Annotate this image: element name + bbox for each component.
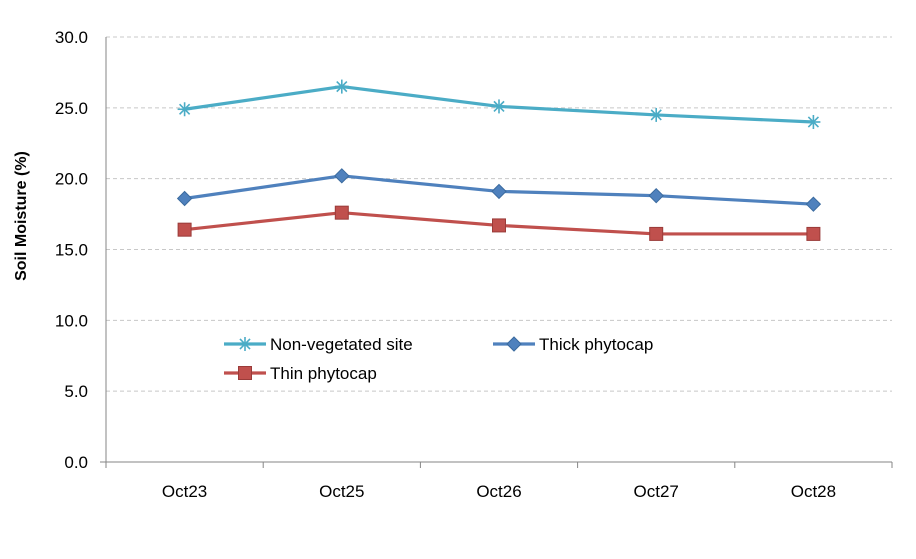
legend-item: Non-vegetated site xyxy=(224,335,413,354)
data-point-marker xyxy=(334,79,349,94)
legend-marker xyxy=(238,366,252,380)
legend-marker xyxy=(238,337,252,351)
y-tick-label: 5.0 xyxy=(64,382,88,401)
y-axis-tick-labels: 0.0 5.0 10.0 15.0 20.0 25.0 30.0 xyxy=(55,28,88,472)
legend-label: Thick phytocap xyxy=(539,335,653,354)
x-tick-label: Oct26 xyxy=(476,482,521,501)
x-tick-label: Oct23 xyxy=(162,482,207,501)
y-tick-label: 20.0 xyxy=(55,170,88,189)
series-star-line-group xyxy=(177,79,821,129)
data-point-marker xyxy=(177,222,192,237)
data-point-marker xyxy=(649,107,664,122)
data-point-marker xyxy=(176,190,193,207)
data-series xyxy=(176,79,822,241)
data-point-marker xyxy=(492,218,506,233)
y-axis-title: Soil Moisture (%) xyxy=(13,151,30,281)
data-point-marker xyxy=(492,99,506,114)
x-tick-label: Oct27 xyxy=(634,482,679,501)
legend-label: Thin phytocap xyxy=(270,364,377,383)
gridlines xyxy=(106,36,892,392)
x-tick-label: Oct25 xyxy=(319,482,364,501)
data-point-marker xyxy=(805,196,822,212)
y-tick-label: 0.0 xyxy=(64,453,88,472)
y-tick-label: 10.0 xyxy=(55,311,88,330)
data-point-marker xyxy=(806,226,821,241)
legend-label: Non-vegetated site xyxy=(270,335,413,354)
data-point-marker xyxy=(334,168,350,184)
series-square-line-group xyxy=(177,205,821,241)
y-tick-label: 25.0 xyxy=(55,99,88,118)
legend: Non-vegetated site Thick phytocap Thin phy… xyxy=(224,335,653,383)
data-point-marker xyxy=(806,115,821,129)
series-diamond-line-group xyxy=(176,168,822,212)
x-tick-label: Oct28 xyxy=(791,482,836,501)
data-point-marker xyxy=(648,187,664,204)
data-point-marker xyxy=(177,102,192,117)
legend-item: Thin phytocap xyxy=(224,364,377,383)
legend-item: Thick phytocap xyxy=(493,335,653,354)
legend-marker xyxy=(506,336,522,352)
y-tick-label: 15.0 xyxy=(55,241,88,260)
data-point-marker xyxy=(491,183,507,200)
axes xyxy=(100,37,893,468)
data-point-marker xyxy=(649,226,664,241)
y-tick-label: 30.0 xyxy=(55,28,88,47)
data-point-marker xyxy=(334,205,349,220)
x-axis-tick-labels: Oct23 Oct25 Oct26 Oct27 Oct28 xyxy=(162,482,836,501)
